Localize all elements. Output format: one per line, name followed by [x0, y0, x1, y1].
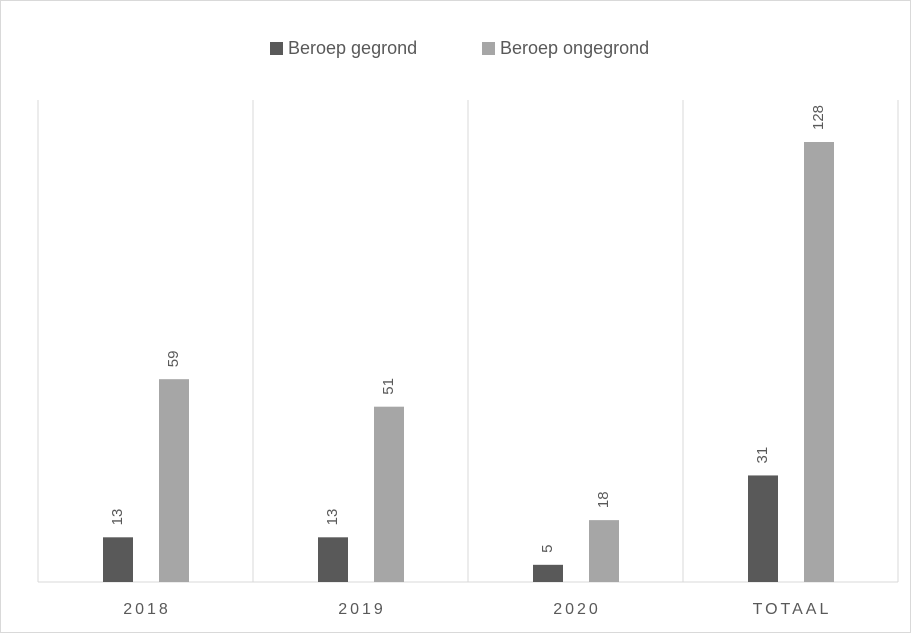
data-label: 18 [595, 491, 612, 508]
bar [804, 142, 834, 582]
legend-label: Beroep gegrond [288, 38, 417, 58]
data-label: 59 [165, 351, 182, 368]
bar [533, 564, 563, 582]
bar [318, 537, 348, 582]
data-label: 5 [539, 544, 556, 552]
bar [748, 475, 778, 582]
data-label: 13 [109, 509, 126, 526]
legend-swatch [482, 42, 495, 55]
x-tick-label: 2018 [123, 601, 171, 618]
data-label: 128 [810, 105, 827, 130]
x-tick-label: 2020 [553, 601, 601, 618]
bar [589, 520, 619, 582]
bar [374, 406, 404, 582]
data-label: 13 [324, 509, 341, 526]
bar [159, 379, 189, 582]
data-label: 51 [380, 378, 397, 395]
legend-swatch [270, 42, 283, 55]
bar [103, 537, 133, 582]
x-tick-label: 2019 [338, 601, 386, 618]
x-tick-label: TOTAAL [753, 601, 832, 618]
legend-label: Beroep ongegrond [500, 38, 649, 58]
data-label: 31 [754, 447, 771, 464]
